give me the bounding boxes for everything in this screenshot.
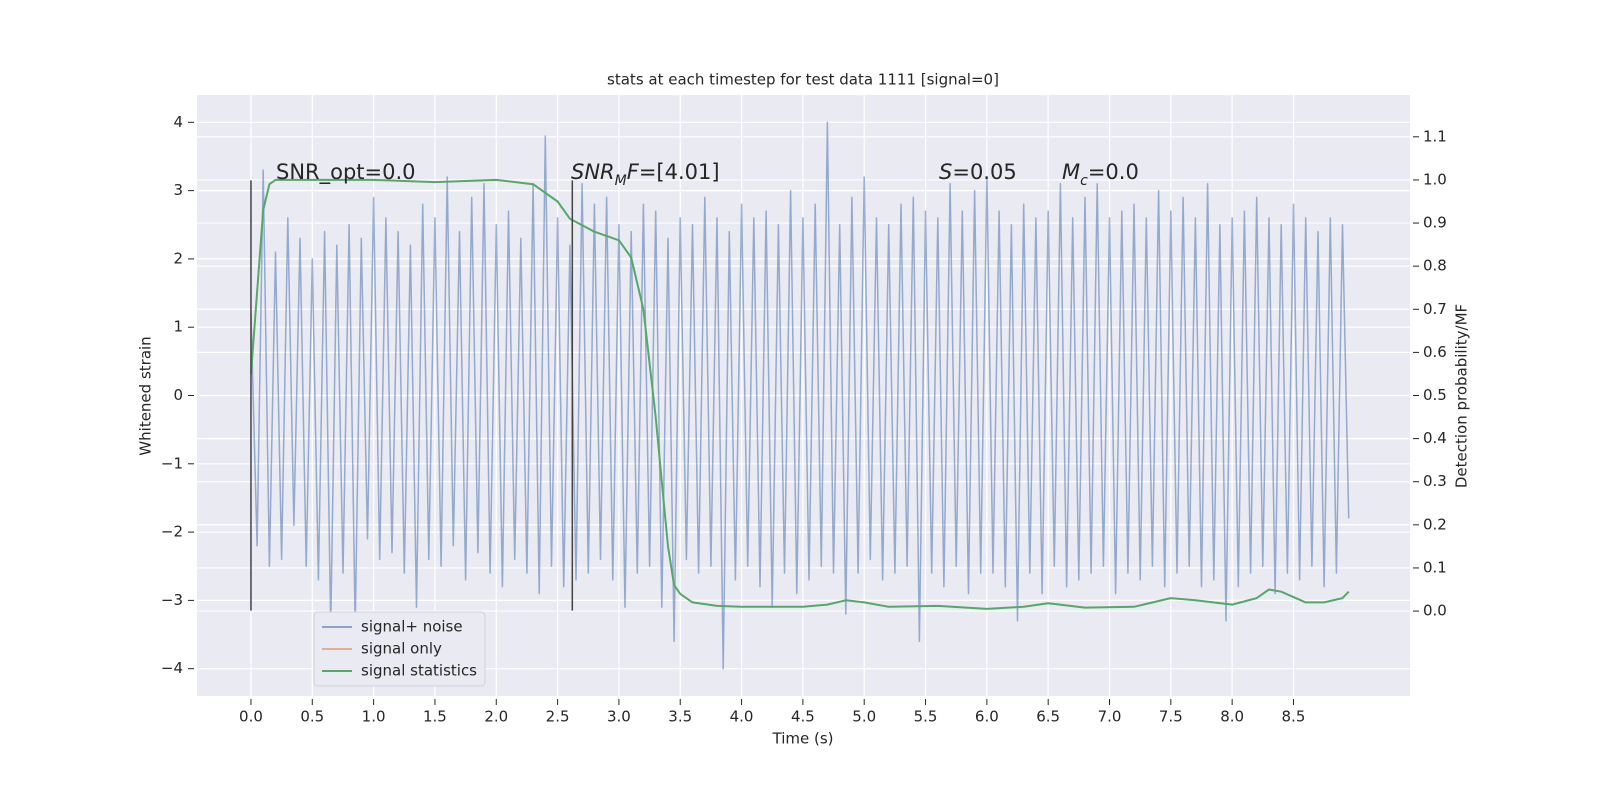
x-tick-label: 0.5 bbox=[300, 708, 324, 726]
x-tick-label: 1.5 bbox=[423, 708, 447, 726]
annotation-part: =0.05 bbox=[952, 160, 1016, 184]
chart-title: stats at each timestep for test data 111… bbox=[607, 71, 999, 89]
y2-tick-label: 1.1 bbox=[1423, 127, 1447, 145]
y-tick-label: −4 bbox=[161, 659, 183, 677]
x-tick-label: 7.5 bbox=[1159, 708, 1183, 726]
x-tick-label: 6.5 bbox=[1036, 708, 1060, 726]
x-tick-label: 2.0 bbox=[484, 708, 508, 726]
annotation-part: =[4.01] bbox=[639, 160, 720, 184]
x-tick-label: 4.5 bbox=[791, 708, 815, 726]
legend-label: signal only bbox=[361, 640, 442, 658]
legend-label: signal statistics bbox=[361, 662, 477, 680]
x-axis-label: Time (s) bbox=[772, 730, 834, 748]
x-tick-label: 3.0 bbox=[607, 708, 631, 726]
y-tick-label: 4 bbox=[173, 113, 183, 131]
annotation-part: SNR bbox=[571, 160, 615, 184]
annotation-part: SNR_opt=0.0 bbox=[276, 160, 416, 185]
y2-tick-label: 0.3 bbox=[1423, 472, 1447, 490]
x-tick-label: 6.0 bbox=[975, 708, 999, 726]
x-tick-label: 8.0 bbox=[1220, 708, 1244, 726]
series-line bbox=[250, 178, 1350, 610]
y-axis-label: Whitened strain bbox=[137, 336, 155, 455]
y2-tick-label: 0.9 bbox=[1423, 214, 1447, 232]
annotation-part: M bbox=[615, 173, 627, 189]
annotation: SNRMF=[4.01] bbox=[571, 160, 720, 189]
x-tick-label: 7.0 bbox=[1098, 708, 1122, 726]
x-tick-label: 1.0 bbox=[362, 708, 386, 726]
x-tick-label: 0.0 bbox=[239, 708, 263, 726]
annotation-part: M bbox=[1062, 160, 1080, 184]
y-tick-label: −1 bbox=[161, 454, 183, 472]
x-tick-label: 8.5 bbox=[1282, 708, 1306, 726]
legend-label: signal+ noise bbox=[361, 618, 463, 636]
x-tick-label: 2.5 bbox=[546, 708, 570, 726]
y2-axis-label: Detection probability/MF bbox=[1453, 304, 1471, 488]
y2-tick-label: 0.7 bbox=[1423, 300, 1447, 318]
y-tick-label: −2 bbox=[161, 523, 183, 541]
series-line bbox=[250, 121, 1350, 670]
annotation-part: c bbox=[1080, 173, 1088, 189]
y2-tick-label: 0.5 bbox=[1423, 386, 1447, 404]
x-tick-label: 5.0 bbox=[852, 708, 876, 726]
y-tick-label: 0 bbox=[173, 386, 183, 404]
annotation-part: S bbox=[939, 160, 952, 184]
y2-tick-label: 0.4 bbox=[1423, 429, 1447, 447]
y2-tick-label: 1.0 bbox=[1423, 170, 1447, 188]
annotation: SNR_opt=0.0 bbox=[276, 160, 416, 185]
y-tick-label: −3 bbox=[161, 591, 183, 609]
x-tick-label: 5.5 bbox=[914, 708, 938, 726]
y-tick-label: 3 bbox=[173, 181, 183, 199]
y-tick-label: 1 bbox=[173, 318, 183, 336]
y2-tick-label: 0.2 bbox=[1423, 515, 1447, 533]
x-tick-label: 3.5 bbox=[668, 708, 692, 726]
annotation-part: F bbox=[627, 160, 640, 184]
annotation: Mc=0.0 bbox=[1062, 160, 1139, 189]
annotation: S=0.05 bbox=[939, 160, 1017, 184]
legend-box bbox=[313, 611, 486, 687]
y2-tick-label: 0.6 bbox=[1423, 343, 1447, 361]
annotation-part: =0.0 bbox=[1088, 160, 1139, 184]
x-tick-label: 4.0 bbox=[730, 708, 754, 726]
y2-tick-label: 0.1 bbox=[1423, 558, 1447, 576]
y-tick-label: 2 bbox=[173, 249, 183, 267]
y2-tick-label: 0.8 bbox=[1423, 257, 1447, 275]
y2-tick-label: 0.0 bbox=[1423, 602, 1447, 620]
